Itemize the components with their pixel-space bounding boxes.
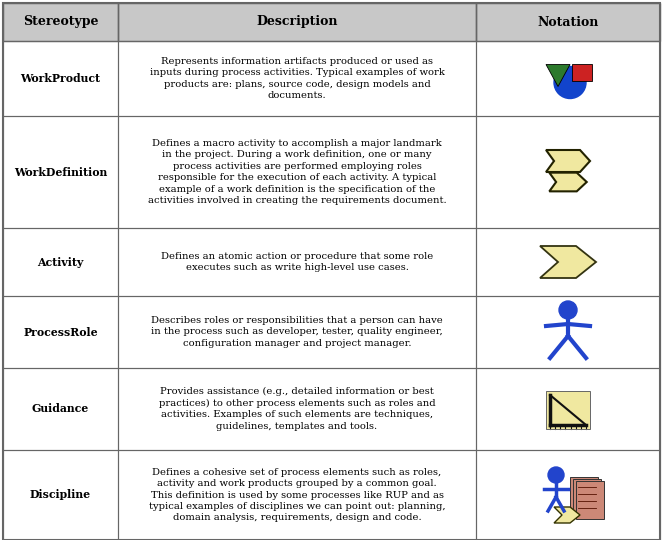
Bar bbox=[118, 450, 476, 540]
Bar bbox=[118, 41, 476, 116]
Bar bbox=[476, 41, 660, 116]
Bar bbox=[118, 450, 476, 540]
Bar bbox=[3, 116, 118, 228]
Bar bbox=[476, 450, 660, 540]
Bar bbox=[118, 228, 476, 296]
Bar bbox=[476, 116, 660, 228]
Bar bbox=[3, 296, 118, 368]
Bar bbox=[3, 3, 118, 41]
Bar bbox=[118, 296, 476, 368]
Text: Description: Description bbox=[257, 16, 337, 29]
Text: Defines a cohesive set of process elements such as roles,
activity and work prod: Defines a cohesive set of process elemen… bbox=[149, 468, 446, 522]
Bar bbox=[573, 479, 601, 517]
Bar bbox=[118, 296, 476, 368]
Bar bbox=[118, 116, 476, 228]
Bar bbox=[546, 391, 590, 429]
Bar bbox=[3, 41, 118, 116]
Text: Represents information artifacts produced or used as
inputs during process activ: Represents information artifacts produce… bbox=[150, 57, 444, 100]
Circle shape bbox=[548, 467, 564, 483]
Bar bbox=[118, 41, 476, 116]
Text: WorkProduct: WorkProduct bbox=[21, 73, 101, 84]
Polygon shape bbox=[546, 64, 570, 86]
Bar bbox=[546, 391, 590, 429]
Bar bbox=[476, 3, 660, 41]
Bar bbox=[3, 296, 118, 368]
Circle shape bbox=[554, 66, 586, 98]
Bar bbox=[3, 228, 118, 296]
Bar bbox=[118, 3, 476, 41]
Bar bbox=[476, 296, 660, 368]
Bar bbox=[118, 228, 476, 296]
Text: Describes roles or responsibilities that a person can have
in the process such a: Describes roles or responsibilities that… bbox=[151, 316, 443, 348]
Text: Notation: Notation bbox=[537, 16, 599, 29]
Bar bbox=[576, 481, 604, 519]
Bar bbox=[3, 368, 118, 450]
Bar bbox=[118, 368, 476, 450]
Bar bbox=[476, 368, 660, 450]
Text: Stereotype: Stereotype bbox=[23, 16, 98, 29]
Bar bbox=[118, 368, 476, 450]
Bar bbox=[3, 116, 118, 228]
Polygon shape bbox=[546, 150, 590, 172]
Bar bbox=[476, 296, 660, 368]
Text: ProcessRole: ProcessRole bbox=[23, 327, 98, 338]
Bar bbox=[476, 3, 660, 41]
Text: WorkDefinition: WorkDefinition bbox=[14, 166, 107, 178]
Bar bbox=[3, 450, 118, 540]
Polygon shape bbox=[554, 507, 580, 523]
Text: Defines a macro activity to accomplish a major landmark
in the project. During a: Defines a macro activity to accomplish a… bbox=[148, 139, 446, 205]
Bar bbox=[476, 41, 660, 116]
Bar bbox=[3, 450, 118, 540]
Text: Defines an atomic action or procedure that some role
executes such as write high: Defines an atomic action or procedure th… bbox=[161, 252, 433, 272]
Bar bbox=[570, 477, 598, 515]
Bar bbox=[476, 450, 660, 540]
Bar bbox=[3, 3, 118, 41]
Bar bbox=[476, 116, 660, 228]
Circle shape bbox=[559, 301, 577, 319]
Bar bbox=[3, 41, 118, 116]
Bar bbox=[476, 368, 660, 450]
Polygon shape bbox=[540, 246, 596, 278]
Text: Guidance: Guidance bbox=[32, 403, 89, 415]
Bar bbox=[476, 228, 660, 296]
Text: Discipline: Discipline bbox=[30, 489, 91, 501]
Text: Activity: Activity bbox=[37, 256, 84, 267]
Polygon shape bbox=[550, 173, 587, 191]
Bar bbox=[3, 228, 118, 296]
Bar bbox=[572, 64, 592, 80]
Bar bbox=[118, 3, 476, 41]
Bar bbox=[118, 116, 476, 228]
Bar bbox=[476, 228, 660, 296]
Text: Provides assistance (e.g., detailed information or best
practices) to other proc: Provides assistance (e.g., detailed info… bbox=[158, 387, 436, 431]
Bar bbox=[3, 368, 118, 450]
